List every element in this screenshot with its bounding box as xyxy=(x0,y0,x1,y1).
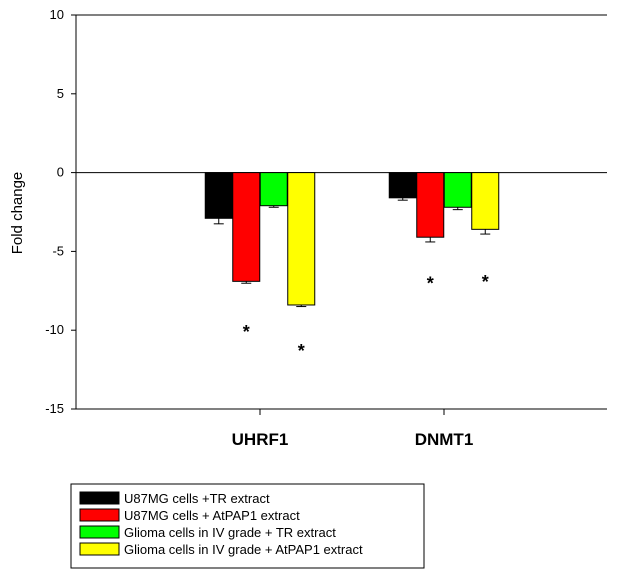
bars xyxy=(204,172,500,306)
legend-box xyxy=(70,483,425,569)
y-tick-label: -10 xyxy=(45,322,64,337)
legend-entry: Glioma cells in IV grade + TR extract xyxy=(124,525,336,540)
significance-star: * xyxy=(298,341,305,361)
bar xyxy=(443,172,472,208)
legend: U87MG cells +TR extract U87MG cells + AtP… xyxy=(70,483,425,569)
significance-star: * xyxy=(427,273,434,293)
y-axis-label: Fold change xyxy=(9,172,26,255)
category-label: UHRF1 xyxy=(232,430,289,449)
bar xyxy=(416,172,445,238)
y-tick-label: 0 xyxy=(57,165,64,180)
y-tick-label: -15 xyxy=(45,401,64,416)
y-ticks: 10 5 0 -5 -10 -15 xyxy=(45,7,76,416)
annotations: * * * * xyxy=(243,272,489,361)
y-tick-label: 10 xyxy=(50,7,64,22)
legend-entry: U87MG cells + AtPAP1 extract xyxy=(124,508,300,523)
legend-swatch xyxy=(79,542,120,556)
category-label: DNMT1 xyxy=(415,430,474,449)
bar xyxy=(204,172,233,219)
bar xyxy=(232,172,261,282)
bar xyxy=(471,172,500,230)
y-tick-label: -5 xyxy=(52,243,64,258)
bar xyxy=(287,172,316,306)
legend-entry: Glioma cells in IV grade + AtPAP1 extrac… xyxy=(124,542,363,557)
error-bars xyxy=(213,197,491,308)
bar xyxy=(259,172,288,207)
legend-swatch xyxy=(79,525,120,539)
legend-entry: U87MG cells +TR extract xyxy=(124,491,270,506)
y-tick-label: 5 xyxy=(57,86,64,101)
x-ticks: UHRF1 DNMT1 xyxy=(232,409,474,449)
bar xyxy=(388,172,417,199)
legend-swatch xyxy=(79,508,120,522)
legend-swatch xyxy=(79,491,120,505)
significance-star: * xyxy=(243,322,250,342)
significance-star: * xyxy=(482,272,489,292)
plot-area: 10 5 0 -5 -10 -15 UHRF1 DNMT1 * * * * xyxy=(45,7,607,449)
